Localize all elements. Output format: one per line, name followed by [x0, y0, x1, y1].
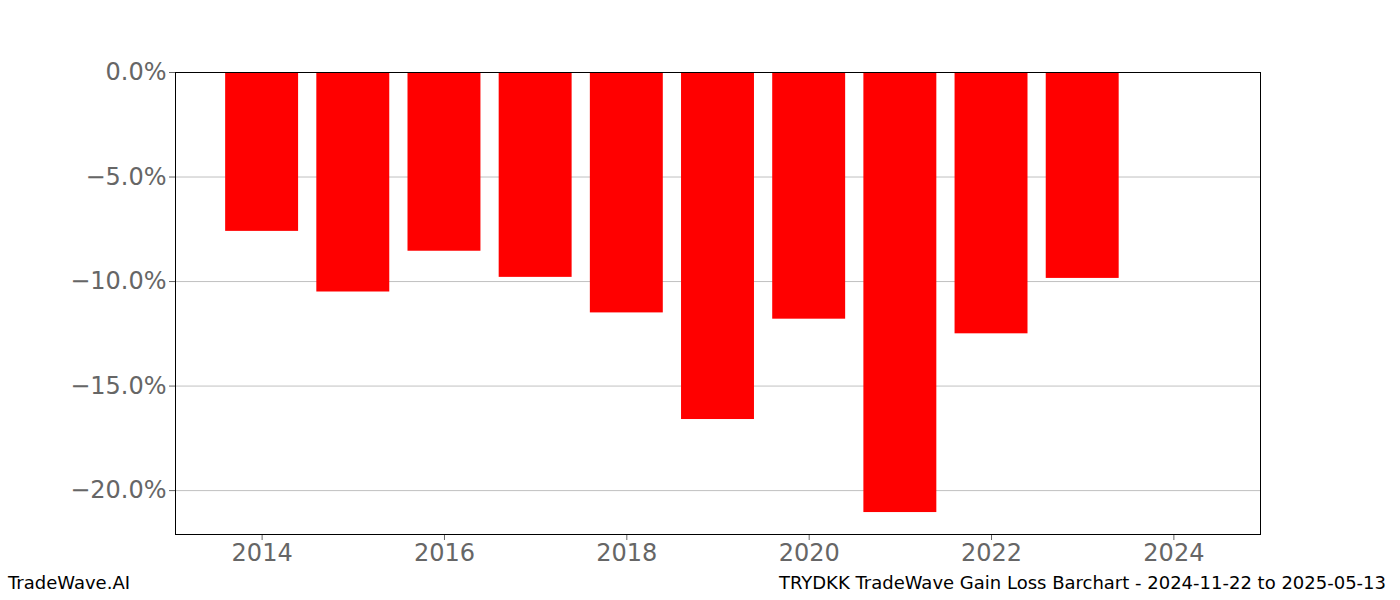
svg-text:−10.0%: −10.0%	[70, 267, 166, 295]
svg-text:2016: 2016	[414, 539, 475, 567]
svg-text:2024: 2024	[1143, 539, 1204, 567]
svg-text:2020: 2020	[779, 539, 840, 567]
svg-text:−15.0%: −15.0%	[70, 372, 166, 400]
svg-text:−20.0%: −20.0%	[70, 476, 166, 504]
html-text:TradeWave.AI: TradeWave.AI	[8, 572, 130, 593]
svg-text:2014: 2014	[232, 539, 293, 567]
svg-text:2022: 2022	[961, 539, 1022, 567]
svg-text:0.0%: 0.0%	[106, 58, 167, 86]
svg-text:−5.0%: −5.0%	[85, 163, 166, 191]
svg-text:2018: 2018	[596, 539, 657, 567]
html-text:TRYDKK TradeWave Gain Loss Bar: TRYDKK TradeWave Gain Loss Barchart - 20…	[778, 572, 1386, 593]
